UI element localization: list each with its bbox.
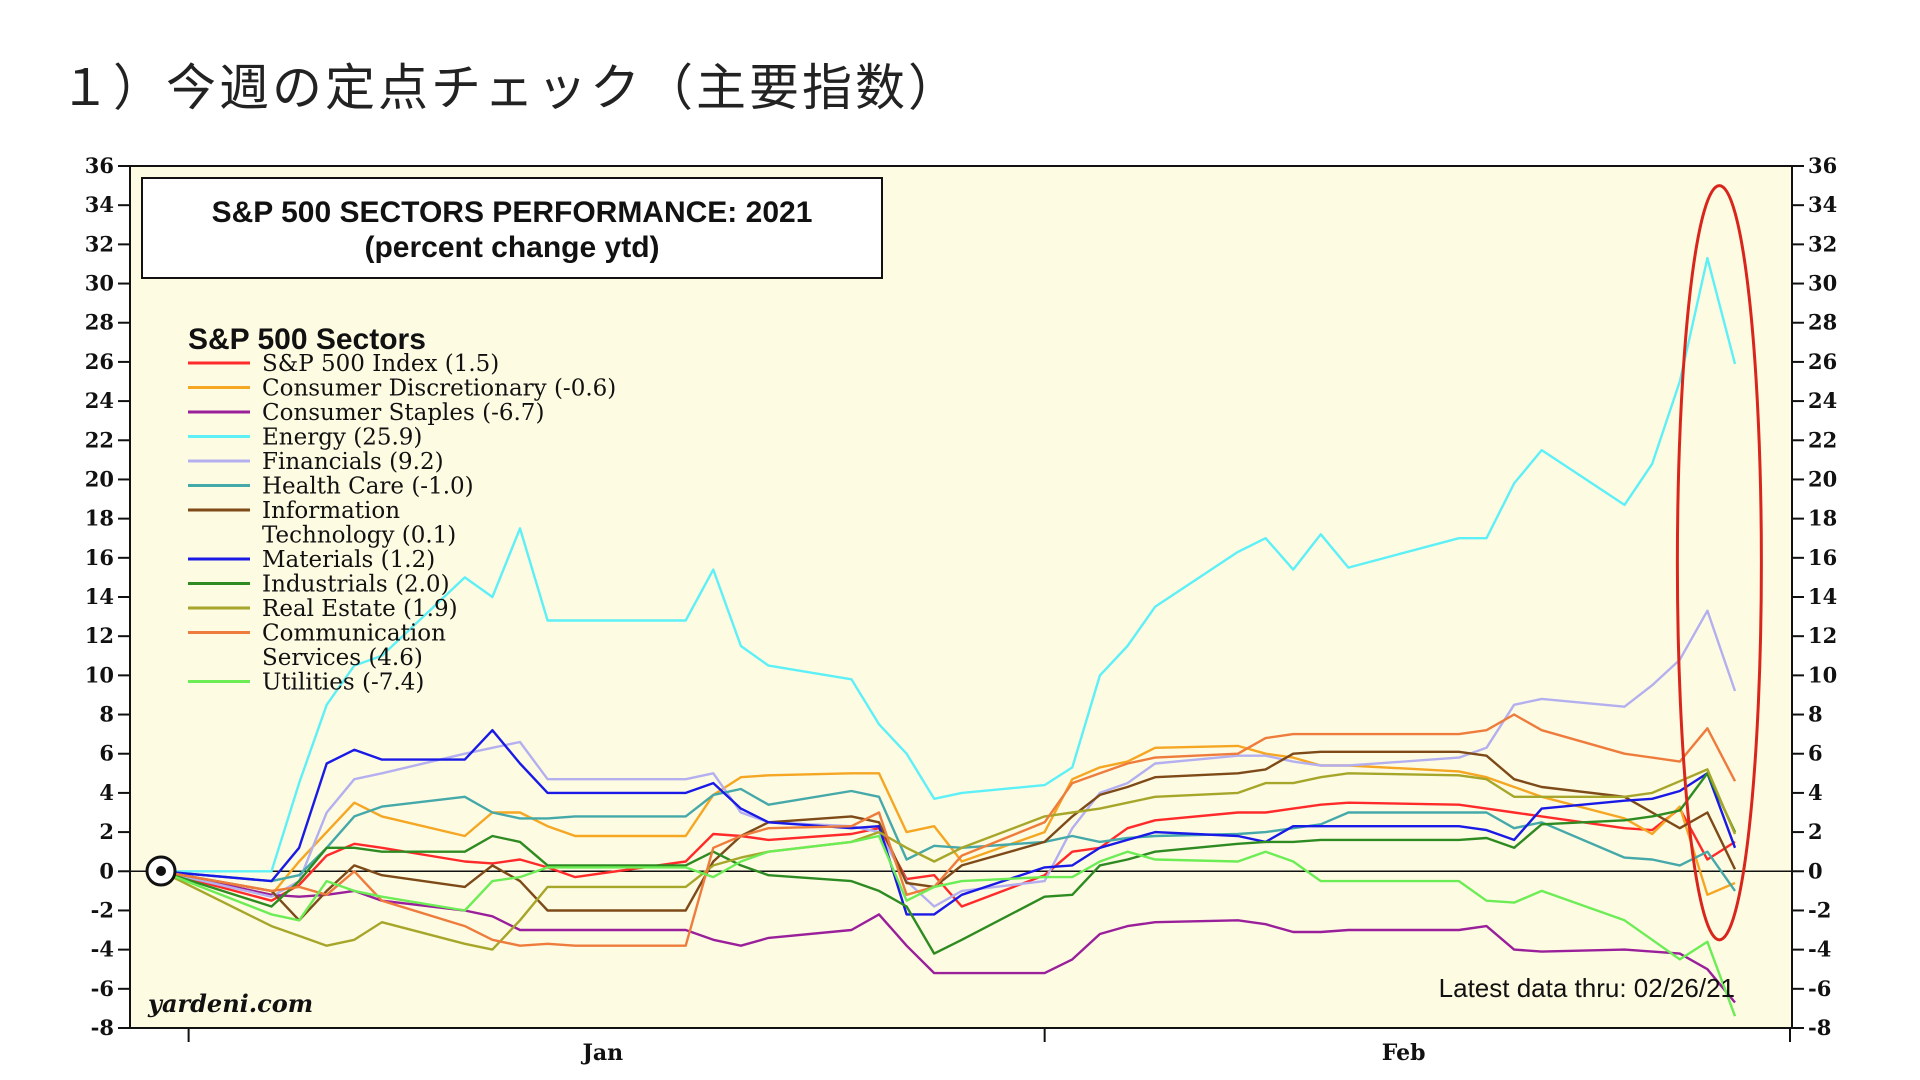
legend-entry: Industrials (2.0) <box>262 572 450 598</box>
source-label: yardeni.com <box>147 989 313 1018</box>
legend-entry: Financials (9.2) <box>262 449 444 475</box>
y-tick-label-left: 14 <box>85 584 114 609</box>
y-tick-label-right: -4 <box>1808 937 1831 962</box>
y-tick-label-right: 28 <box>1808 310 1837 335</box>
y-tick-label-right: -6 <box>1808 976 1831 1001</box>
legend-entry: Consumer Discretionary (-0.6) <box>262 376 616 402</box>
y-tick-label-right: 20 <box>1808 466 1837 491</box>
y-tick-label-right: 22 <box>1808 427 1837 452</box>
y-tick-label-left: 8 <box>99 702 114 727</box>
y-tick-label-right: 2 <box>1808 819 1823 844</box>
chart-title: S&P 500 SECTORS PERFORMANCE: 2021 <box>212 196 813 229</box>
latest-data-note: Latest data thru: 02/26/21 <box>1439 973 1735 1003</box>
x-month-label: Jan <box>580 1040 623 1066</box>
y-tick-label-right: -8 <box>1808 1015 1831 1040</box>
y-tick-label-right: 14 <box>1808 584 1837 609</box>
y-tick-label-left: -6 <box>91 976 114 1001</box>
y-tick-label-right: 8 <box>1808 702 1823 727</box>
y-tick-label-right: 34 <box>1808 192 1837 217</box>
y-tick-label-left: 4 <box>99 780 114 805</box>
legend-entry: Utilities (-7.4) <box>262 670 424 696</box>
y-tick-label-right: 12 <box>1808 623 1837 648</box>
series-layer <box>160 256 1737 1017</box>
series-line <box>160 713 1737 947</box>
y-tick-label-left: 18 <box>85 506 114 531</box>
y-tick-label-left: 0 <box>99 858 114 883</box>
legend-entry: Energy (25.9) <box>262 425 422 451</box>
month-labels: Jan Feb <box>580 1040 1425 1066</box>
y-tick-label-left: 30 <box>85 271 114 296</box>
slide-heading: １）今週の定点チェック（主要指数） <box>60 59 961 117</box>
legend-entry: Materials (1.2) <box>262 547 435 573</box>
y-tick-label-right: 26 <box>1808 349 1837 374</box>
y-tick-label-right: 16 <box>1808 545 1837 570</box>
series-line <box>161 256 1737 873</box>
y-tick-label-left: 34 <box>85 192 114 217</box>
y-tick-label-left: 32 <box>85 231 114 256</box>
series-line <box>160 729 1737 916</box>
y-tick-label-left: 10 <box>85 662 114 687</box>
y-tick-label-right: 36 <box>1808 153 1837 178</box>
y-tick-label-left: 2 <box>99 819 114 844</box>
origin-marker <box>145 855 177 887</box>
legend: S&P 500 Index (1.5)Consumer Discretionar… <box>188 351 616 696</box>
legend-entry: S&P 500 Index (1.5) <box>262 351 499 377</box>
y-tick-label-left: 20 <box>85 466 114 491</box>
y-tick-label-right: 32 <box>1808 231 1837 256</box>
highlight-ellipse <box>1675 184 1763 942</box>
legend-entry: Information <box>262 498 400 524</box>
series-line <box>160 768 1737 951</box>
y-tick-label-left: 16 <box>85 545 114 570</box>
series-line <box>160 750 1737 922</box>
chart-subtitle: (percent change ytd) <box>364 231 659 264</box>
y-tick-label-left: 24 <box>85 388 114 413</box>
legend-entry: Communication <box>262 621 446 647</box>
legend-entry: Technology (0.1) <box>262 523 456 549</box>
series-line <box>160 834 1737 1017</box>
y-tick-label-left: 26 <box>85 349 114 374</box>
y-tick-label-left: 22 <box>85 427 114 452</box>
y-tick-label-left: -8 <box>91 1015 114 1040</box>
plot-background <box>130 166 1792 1028</box>
y-tick-label-left: 36 <box>85 153 114 178</box>
legend-entry: Health Care (-1.0) <box>262 474 474 500</box>
legend-title: S&P 500 Sectors <box>188 323 426 356</box>
y-tick-label-right: 0 <box>1808 858 1823 883</box>
y-tick-label-right: 10 <box>1808 662 1837 687</box>
x-month-label: Feb <box>1382 1040 1426 1066</box>
y-tick-label-left: 6 <box>99 741 114 766</box>
legend-entry: Real Estate (1.9) <box>262 596 458 622</box>
y-tick-label-right: 18 <box>1808 506 1837 531</box>
y-tick-label-right: -2 <box>1808 897 1831 922</box>
plot-frame <box>129 165 1793 1029</box>
y-tick-label-right: 4 <box>1808 780 1823 805</box>
y-tick-label-right: 30 <box>1808 271 1837 296</box>
legend-entry: Services (4.6) <box>262 645 423 671</box>
series-line <box>160 801 1736 908</box>
y-tick-label-right: 6 <box>1808 741 1823 766</box>
series-line <box>160 870 1736 1004</box>
legend-entry: Consumer Staples (-6.7) <box>262 400 544 426</box>
series-line <box>160 772 1737 955</box>
title-box: S&P 500 SECTORS PERFORMANCE: 2021 (perce… <box>141 177 883 279</box>
y-tick-label-left: -2 <box>91 897 114 922</box>
y-tick-label-right: 24 <box>1808 388 1837 413</box>
y-tick-label-left: -4 <box>91 937 114 962</box>
y-tick-label-left: 12 <box>85 623 114 648</box>
y-tick-label-left: 28 <box>85 310 114 335</box>
series-line <box>160 744 1736 896</box>
